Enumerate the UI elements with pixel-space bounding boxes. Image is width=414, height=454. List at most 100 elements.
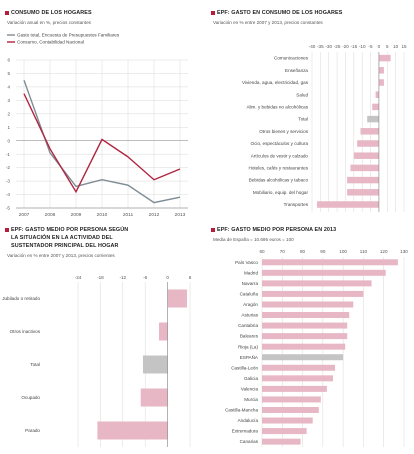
x-tick-label: -18 [97,275,104,280]
bar [375,91,379,98]
bar [367,115,379,123]
panel-subtitle-consumo: Variación anual en %, precios constantes [7,20,91,25]
x-tick-label: 5 [386,44,389,49]
x-tick-label: 0 [378,44,381,49]
x-tick-label: 10 [393,44,399,49]
bar [262,364,336,371]
y-tick-label: -4 [6,192,11,197]
category-label: Alim. y bebidas no alcohólicas [246,105,308,110]
category-label: Andalucía [238,418,259,423]
x-tick-label: -15 [350,44,357,49]
legend-label-1: Gasto total, Encuesta de Presupuestos Fa… [17,33,120,38]
x-tick-label: -30 [325,44,332,49]
bar [317,201,379,208]
bar [378,54,391,62]
category-label: Castilla-León [231,365,258,370]
y-tick-label: -1 [6,152,11,157]
bar [350,164,379,172]
series-line-2 [23,93,181,194]
series-line-1 [23,79,181,204]
bar [262,354,344,361]
x-tick-label: -10 [359,44,366,49]
y-tick-label: 6 [7,58,10,63]
bar [262,417,313,424]
panel-title-text: EPF: GASTO MEDIO POR PERSONA SEGÚN [11,227,129,233]
x-tick-label: 60 [259,249,265,254]
bar [353,152,379,159]
panel-title-grupos: EPF: GASTO EN CONSUMO DE LOS HOGARES [211,10,342,16]
y-tick-label: -3 [6,179,11,184]
bar [262,280,372,287]
category-label: Otros bienes y servicios [259,129,308,134]
x-tick-label: 130 [400,249,408,254]
x-tick-label: 110 [360,249,368,254]
category-label: Asturias [241,313,258,318]
bar [159,322,168,341]
x-tick-label: 100 [339,249,347,254]
bar [347,189,379,196]
y-tick-label: 5 [7,71,10,76]
bar [378,79,384,86]
x-tick-label: 2011 [123,212,134,218]
bar [262,428,307,435]
bar [372,103,379,111]
bar [378,67,384,74]
bar [97,421,168,440]
category-label: Transportes [284,202,309,207]
x-tick-label: 70 [280,249,286,254]
bar [262,269,386,276]
category-label: Baleares [240,334,259,339]
category-label: País Vasco [235,260,258,265]
bar [167,289,188,308]
x-tick-label: -35 [317,44,324,49]
x-tick-label: 90 [320,249,326,254]
bar [262,312,350,319]
panel-title-actividad-2: LA SITUACIÓN EN LA ACTIVIDAD DEL [11,235,113,241]
bar [262,322,348,329]
x-tick-label: -5 [368,44,373,49]
x-tick-label: 6 [189,275,192,280]
category-label: Salud [296,92,308,97]
y-tick-label: 3 [7,98,10,103]
x-tick-label: 2008 [45,212,56,218]
bar [262,396,321,403]
category-label: Vivienda, agua, electricidad, gas [242,80,309,85]
title-bullet-icon [5,10,9,15]
category-label: ESPAÑA [240,354,259,360]
x-tick-label: 80 [300,249,306,254]
x-tick-label: 2009 [71,212,82,218]
bar [262,343,346,350]
panel-title-text: EPF: GASTO EN CONSUMO DE LOS HOGARES [217,10,343,16]
bar [142,355,168,374]
x-tick-label: 0 [166,275,169,280]
category-label: Rioja (La) [238,344,258,349]
x-tick-label: -25 [334,44,341,49]
title-bullet-icon [5,227,9,232]
x-tick-label: 2007 [19,212,30,218]
category-label: Otros inactivos [10,329,41,334]
category-label: Enseñanza [285,68,308,73]
bar [357,140,379,147]
x-tick-label: 120 [380,249,388,254]
bar [262,259,398,266]
panel-title-actividad-3: SUSTENTADOR PRINCIPAL DEL HOGAR [11,243,119,249]
category-label: Total [30,362,40,367]
panel-subtitle-actividad: Variación en % entre 2007 y 2013, precio… [7,253,115,258]
y-tick-label: 0 [7,138,10,143]
category-label: Ocio, espectáculos y cultura [251,141,309,146]
category-label: Cantabria [238,323,258,328]
bar [262,438,301,445]
x-tick-label: 15 [401,44,407,49]
panel-title-text: EPF: GASTO MEDIO POR PERSONA EN 2013 [217,227,337,233]
x-tick-label: -6 [143,275,148,280]
panel-title-consumo: CONSUMO DE LOS HOGARES [5,10,92,16]
bar [140,388,168,407]
category-label: Jubilado o retirado [2,296,40,301]
category-label: Madrid [244,270,258,275]
category-label: Murcia [244,397,258,402]
bar [262,290,364,297]
y-tick-label: 4 [7,85,10,90]
x-tick-label: -40 [309,44,316,49]
y-tick-label: 2 [7,111,10,116]
